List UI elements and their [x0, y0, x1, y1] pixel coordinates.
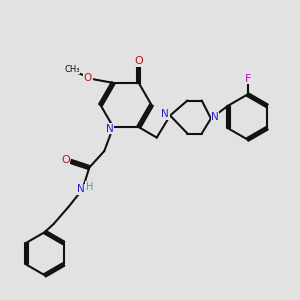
Text: H: H — [85, 182, 93, 192]
Text: N: N — [106, 124, 113, 134]
Text: O: O — [61, 155, 70, 165]
Text: N: N — [161, 109, 169, 119]
Text: N: N — [77, 184, 85, 194]
Text: O: O — [83, 73, 91, 83]
Text: N: N — [211, 112, 219, 122]
Text: O: O — [134, 56, 143, 66]
Text: CH₃: CH₃ — [64, 65, 80, 74]
Text: F: F — [245, 74, 251, 84]
